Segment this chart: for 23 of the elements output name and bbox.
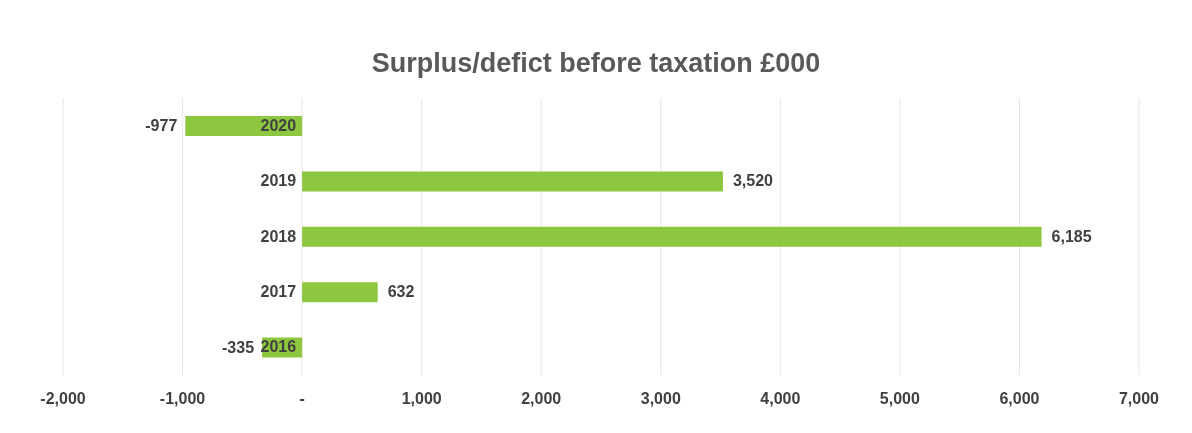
data-label: -977 <box>145 117 178 134</box>
x-tick-label: 3,000 <box>640 390 681 408</box>
bar <box>302 226 1042 247</box>
x-tick-label: 2,000 <box>521 390 562 408</box>
data-label: 3,520 <box>732 172 774 190</box>
y-tick-label: 2017 <box>260 282 297 300</box>
data-label: 632 <box>387 283 415 301</box>
data-label: 6,185 <box>1051 227 1092 245</box>
x-tick-label: 1,000 <box>401 390 442 408</box>
x-tick-label: 4,000 <box>760 390 801 408</box>
x-tick-label: 6,000 <box>999 390 1040 408</box>
x-tick-label: 7,000 <box>1118 390 1160 408</box>
chart-title: Surplus/defict before taxation £000 <box>370 48 822 79</box>
x-tick-label: - <box>299 390 305 408</box>
bar <box>302 171 723 192</box>
x-tick-label: 5,000 <box>879 390 921 408</box>
data-label: -335 <box>222 338 255 356</box>
y-tick-label: 2019 <box>260 172 297 190</box>
x-tick-label: -1,000 <box>159 390 206 408</box>
x-tick-label: -2,000 <box>40 390 86 408</box>
bar <box>302 282 378 303</box>
y-tick-label: 2018 <box>260 227 297 245</box>
y-tick-label: 2020 <box>260 116 297 134</box>
